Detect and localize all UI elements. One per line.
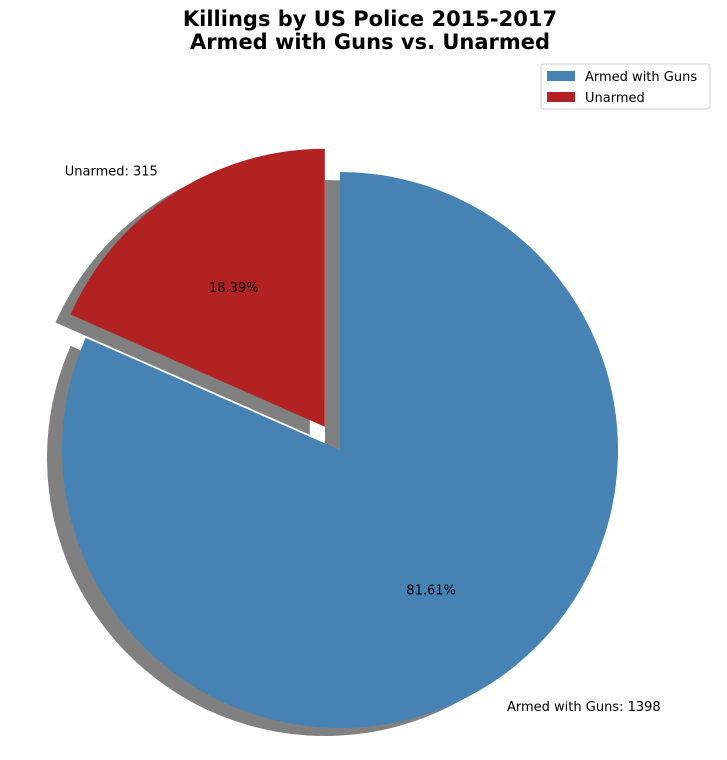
pie-slice-armed-with-guns — [61, 172, 618, 728]
legend-label-armed: Armed with Guns — [585, 70, 697, 85]
outer-label-unarmed: Unarmed: 315 — [65, 165, 158, 180]
outer-label-armed-with-guns: Armed with Guns: 1398 — [507, 700, 661, 715]
chart-title-line-1: Killings by US Police 2015-2017 — [183, 7, 557, 31]
percent-label-armed-with-guns: 81.61% — [406, 584, 456, 599]
chart-title-line-2: Armed with Guns vs. Unarmed — [190, 30, 550, 54]
legend-swatch-unarmed — [547, 92, 575, 102]
pie-labels: 81.61% Armed with Guns: 1398 18.39% Unarmed… — [65, 165, 661, 716]
legend: Armed with Guns Unarmed — [540, 63, 711, 110]
legend-frame — [540, 63, 711, 110]
pie-slices — [61, 148, 618, 728]
legend-swatch-armed — [547, 71, 575, 81]
percent-label-unarmed: 18.39% — [209, 281, 259, 296]
pie-slice-unarmed — [70, 148, 325, 427]
legend-label-unarmed: Unarmed — [585, 91, 645, 106]
